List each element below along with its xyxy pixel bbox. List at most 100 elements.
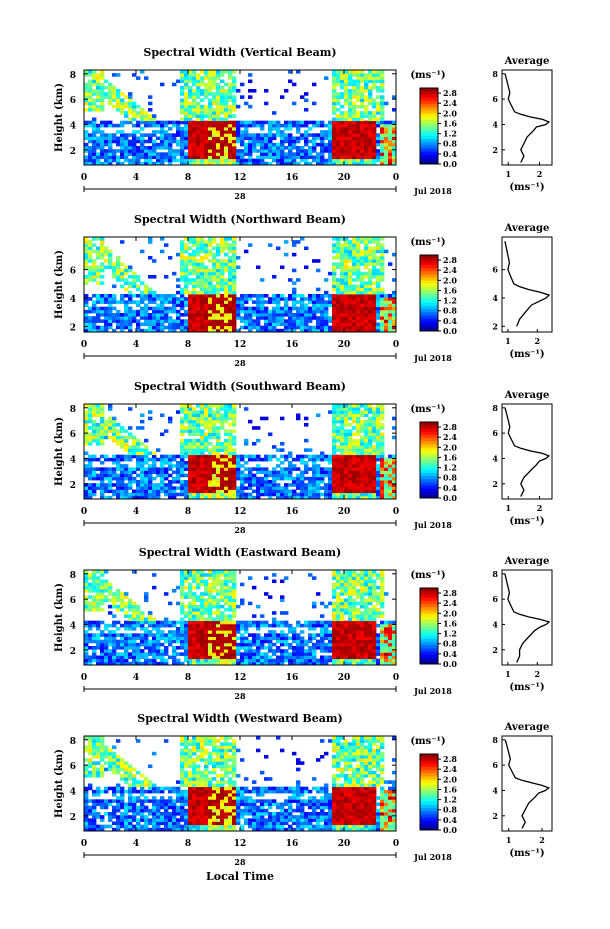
colorbar-swatch	[420, 460, 438, 464]
heatmap-cell	[372, 104, 377, 109]
heatmap-cell	[176, 127, 181, 131]
heatmap-cell	[288, 120, 293, 125]
heatmap-cell	[152, 130, 157, 134]
heatmap-cell	[164, 457, 169, 462]
heatmap-cell	[328, 271, 333, 276]
heatmap-cell	[256, 495, 261, 500]
heatmap-cell	[200, 448, 205, 452]
colorbar-tick-label: 0.4	[443, 316, 457, 326]
heatmap-cell	[92, 601, 97, 606]
heatmap-cell	[188, 486, 193, 490]
heatmap-cell	[88, 620, 93, 625]
heatmap-cell	[136, 287, 141, 292]
heatmap-cell	[100, 492, 105, 497]
heatmap-cell	[344, 464, 349, 468]
heatmap-cell	[380, 319, 385, 323]
heatmap-cell	[116, 92, 121, 96]
colorbar-swatch	[420, 450, 438, 454]
heatmap-cell	[300, 325, 305, 330]
heatmap-cell	[200, 316, 205, 320]
heatmap-cell	[164, 136, 169, 141]
colorbar-unit: (ms⁻¹)	[410, 237, 445, 248]
heatmap-cell	[240, 136, 245, 141]
heatmap-cell	[156, 130, 161, 134]
heatmap-cell	[312, 158, 317, 163]
heatmap-cell	[148, 139, 153, 144]
heatmap-cell	[372, 252, 377, 257]
heatmap-cell	[100, 630, 105, 634]
heatmap-cell	[176, 467, 181, 471]
heatmap-cell	[388, 322, 393, 327]
heatmap-cell	[192, 237, 197, 241]
heatmap-cell	[312, 470, 317, 475]
heatmap-cell	[224, 142, 229, 147]
heatmap-cell	[248, 79, 253, 84]
heatmap-cell	[360, 240, 365, 244]
heatmap-cell	[360, 313, 365, 317]
heatmap-cell	[248, 243, 253, 247]
heatmap-cell	[88, 576, 93, 580]
heatmap-cell	[296, 480, 301, 484]
heatmap-cell	[180, 461, 185, 465]
heatmap-cell	[180, 306, 185, 311]
heatmap-cell	[360, 495, 365, 500]
heatmap-cell	[188, 407, 193, 411]
profile-y-tick-label: 2	[492, 145, 498, 155]
heatmap-cell	[108, 249, 113, 254]
heatmap-cell	[124, 133, 129, 137]
heatmap-cell	[392, 139, 397, 144]
heatmap-cell	[232, 435, 237, 440]
heatmap-cell	[120, 658, 125, 663]
heatmap-cell	[84, 429, 89, 433]
heatmap-cell	[128, 161, 133, 166]
heatmap-cell	[352, 120, 357, 125]
heatmap-cell	[136, 617, 141, 622]
heatmap-cell	[260, 300, 265, 304]
heatmap-cell	[316, 476, 321, 481]
heatmap-cell	[364, 108, 369, 112]
heatmap-cell	[188, 303, 193, 308]
heatmap-cell	[184, 123, 189, 128]
heatmap-cell	[212, 410, 217, 414]
heatmap-cell	[88, 161, 93, 166]
heatmap-cell	[132, 438, 137, 443]
heatmap-cell	[336, 136, 341, 141]
heatmap-cell	[392, 303, 397, 308]
heatmap-cell	[304, 130, 309, 134]
heatmap-cell	[232, 416, 237, 421]
heatmap-cell	[124, 435, 129, 440]
heatmap-cell	[124, 322, 129, 327]
heatmap-cell	[392, 155, 397, 160]
heatmap-cell	[364, 432, 369, 437]
heatmap-cell	[216, 325, 221, 330]
heatmap-cell	[344, 117, 349, 122]
heatmap-cell	[220, 259, 225, 263]
heatmap-cell	[92, 142, 97, 147]
heatmap-cell	[200, 476, 205, 481]
heatmap-cell	[296, 120, 301, 125]
heatmap-cell	[224, 161, 229, 166]
heatmap-cell	[136, 136, 141, 141]
heatmap-cell	[156, 146, 161, 150]
heatmap-cell	[240, 82, 245, 87]
heatmap-cell	[304, 325, 309, 330]
heatmap-cell	[208, 104, 213, 109]
heatmap-cell	[348, 489, 353, 494]
heatmap-cell	[360, 127, 365, 131]
heatmap-cell	[108, 313, 113, 317]
heatmap-cell	[328, 492, 333, 497]
heatmap-cell	[260, 416, 265, 421]
heatmap-cell	[260, 325, 265, 330]
heatmap-cell	[284, 322, 289, 327]
heatmap-cell	[188, 461, 193, 465]
heatmap-cell	[168, 467, 173, 471]
heatmap-cell	[108, 158, 113, 163]
heatmap-cell	[144, 617, 149, 622]
heatmap-cell	[112, 123, 117, 128]
heatmap-cell	[128, 608, 133, 612]
heatmap-cell	[276, 158, 281, 163]
heatmap-cell	[380, 161, 385, 166]
heatmap-cell	[88, 457, 93, 462]
heatmap-cell	[356, 438, 361, 443]
heatmap-cell	[232, 404, 237, 408]
